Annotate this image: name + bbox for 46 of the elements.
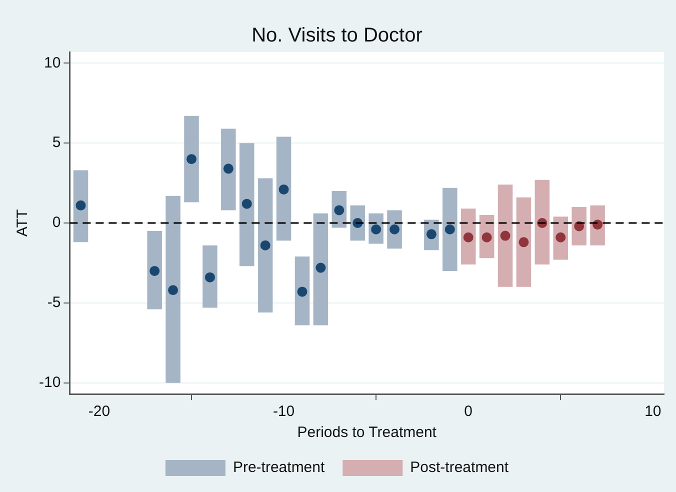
y-tick-label: -10 [38,374,61,391]
bar [73,170,88,242]
point [278,184,289,194]
bar [258,178,273,312]
legend-label: Post-treatment [410,459,510,476]
point [316,262,326,273]
bar [184,116,199,202]
y-tick-label: 5 [52,134,61,152]
point [518,237,529,248]
bar [276,136,292,241]
x-tick-label: -20 [88,403,110,420]
point [556,232,566,242]
bar [313,213,328,326]
bar [239,143,254,266]
point [223,164,234,174]
y-tick-label: -5 [47,294,61,312]
bar [147,230,162,310]
point [242,198,252,209]
bar [221,128,236,210]
bar [516,197,532,287]
bar [294,256,310,326]
point [444,224,455,234]
bar [166,196,180,383]
point [463,232,474,242]
point [150,266,160,276]
bar [498,184,513,287]
chart-title: No. Visits to Doctor [252,24,423,47]
point [76,200,86,210]
point [482,232,492,242]
x-tick-label: 0 [464,403,473,420]
point [204,272,215,282]
y-axis-title: ATT [14,209,32,237]
x-axis-title: Periods to Treatment [297,424,438,442]
point [500,230,510,241]
bar [202,245,218,308]
y-tick-label: 0 [52,214,61,232]
point [260,240,270,250]
point [297,286,308,297]
y-tick-label: 10 [44,54,61,72]
x-tick-label: -10 [272,403,295,420]
legend-label: Pre-treatment [232,459,326,476]
bar [442,188,458,271]
point [168,285,178,296]
x-tick-label: 10 [644,403,662,420]
bar [534,180,550,265]
point [186,154,196,164]
